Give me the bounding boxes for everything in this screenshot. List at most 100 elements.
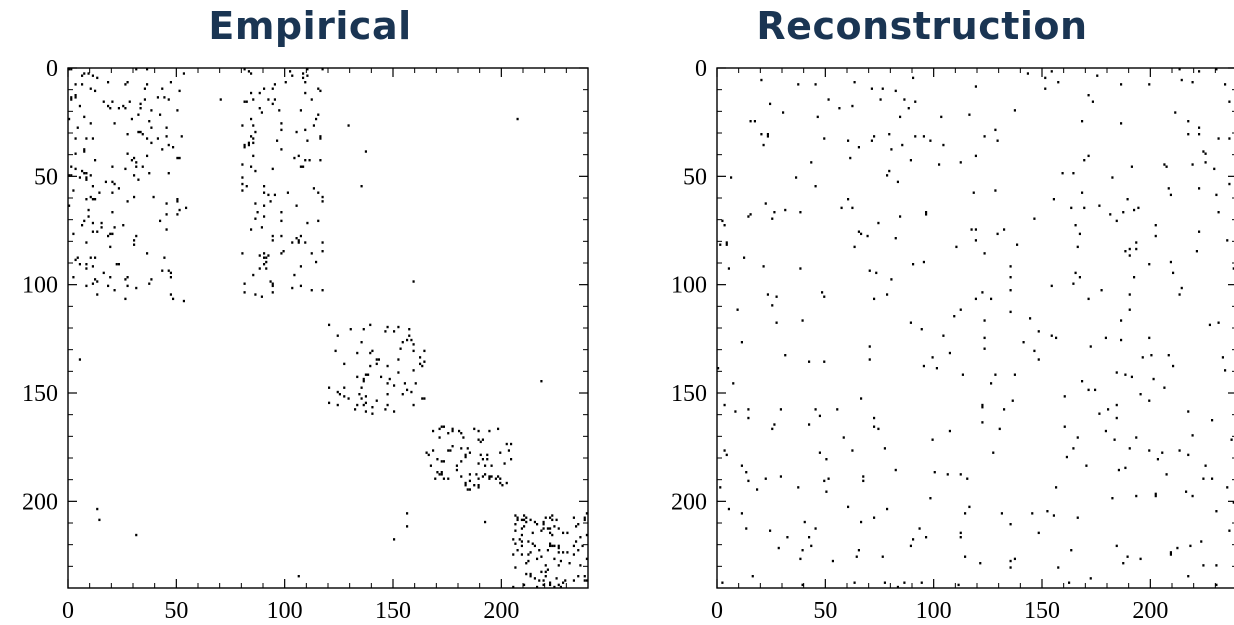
matrix-point [740, 464, 743, 467]
matrix-point [808, 536, 811, 539]
matrix-point [109, 232, 112, 236]
matrix-point [1115, 371, 1118, 374]
matrix-point [862, 475, 865, 478]
y-tick-label: 0 [46, 56, 58, 82]
matrix-point [516, 518, 519, 522]
matrix-point [553, 525, 556, 528]
matrix-point [304, 91, 307, 95]
matrix-point [126, 284, 129, 288]
matrix-point [1165, 473, 1168, 476]
matrix-point [847, 139, 850, 142]
matrix-point [104, 180, 107, 184]
matrix-point [1191, 434, 1194, 437]
matrix-point [410, 338, 413, 342]
matrix-point [503, 462, 506, 465]
matrix-point [1087, 154, 1090, 158]
matrix-point [317, 87, 320, 90]
matrix-point [557, 527, 560, 530]
matrix-point [1211, 477, 1214, 480]
matrix-point [810, 544, 813, 548]
matrix-point [243, 282, 246, 285]
matrix-point [1215, 68, 1218, 71]
matrix-point [723, 224, 726, 227]
matrix-point [304, 128, 307, 132]
matrix-point [1217, 321, 1220, 324]
matrix-point [267, 254, 270, 257]
matrix-point [536, 585, 539, 589]
matrix-point [336, 334, 339, 337]
matrix-point [1185, 490, 1188, 493]
matrix-point [983, 319, 986, 322]
matrix-point [317, 191, 320, 194]
matrix-point [297, 575, 300, 578]
matrix-point [299, 109, 302, 112]
matrix-point [150, 278, 153, 281]
matrix-point [1072, 447, 1075, 450]
matrix-point [143, 87, 146, 90]
matrix-point [1215, 583, 1218, 587]
matrix-point [1169, 260, 1172, 264]
matrix-point [100, 226, 103, 229]
matrix-point [784, 354, 787, 357]
matrix-point [271, 102, 274, 106]
matrix-point [797, 486, 800, 489]
matrix-point [156, 96, 159, 99]
matrix-point [139, 130, 142, 134]
matrix-point [85, 263, 88, 266]
matrix-point [74, 167, 77, 171]
matrix-point [583, 516, 586, 519]
matrix-point [265, 267, 268, 270]
plot-frame [67, 67, 589, 589]
matrix-point [773, 423, 776, 426]
matrix-point [929, 497, 932, 500]
matrix-point [182, 72, 185, 75]
matrix-point [377, 358, 380, 361]
matrix-point [1198, 70, 1201, 73]
matrix-point [572, 553, 575, 556]
matrix-point [1089, 577, 1092, 580]
matrix-point [336, 403, 339, 407]
matrix-point [959, 473, 962, 476]
matrix-point [1191, 494, 1194, 498]
matrix-point [1152, 377, 1155, 381]
matrix-point [321, 241, 324, 244]
matrix-point [549, 527, 552, 530]
matrix-point [559, 559, 562, 563]
matrix-point [479, 440, 482, 444]
matrix-point [401, 341, 404, 344]
matrix-point [393, 384, 396, 387]
matrix-point [419, 362, 422, 366]
matrix-point [873, 416, 876, 420]
matrix-point [922, 260, 925, 264]
matrix-point [1232, 501, 1234, 504]
matrix-point [1013, 109, 1016, 112]
matrix-point [899, 215, 902, 218]
matrix-point [538, 579, 541, 582]
matrix-point [964, 555, 967, 558]
matrix-point [243, 291, 246, 294]
matrix-point [484, 520, 487, 524]
matrix-point [130, 117, 133, 121]
matrix-point [165, 228, 168, 231]
matrix-point [85, 267, 88, 270]
matrix-point [1087, 388, 1090, 392]
matrix-point [477, 462, 480, 465]
matrix-point [575, 525, 578, 528]
matrix-point [94, 198, 97, 201]
matrix-point [747, 408, 750, 411]
matrix-point [1228, 182, 1231, 186]
matrix-point [100, 221, 103, 225]
matrix-point [1031, 512, 1034, 515]
matrix-point [152, 195, 155, 199]
matrix-point [583, 518, 586, 522]
matrix-point [970, 228, 973, 231]
matrix-point [269, 280, 272, 283]
matrix-point [362, 377, 365, 381]
matrix-point [734, 410, 737, 413]
matrix-point [85, 241, 88, 244]
matrix-point [302, 76, 305, 80]
matrix-point [516, 516, 519, 519]
x-tick-label: 200 [483, 598, 519, 624]
matrix-point [425, 451, 428, 454]
matrix-point [304, 81, 307, 84]
